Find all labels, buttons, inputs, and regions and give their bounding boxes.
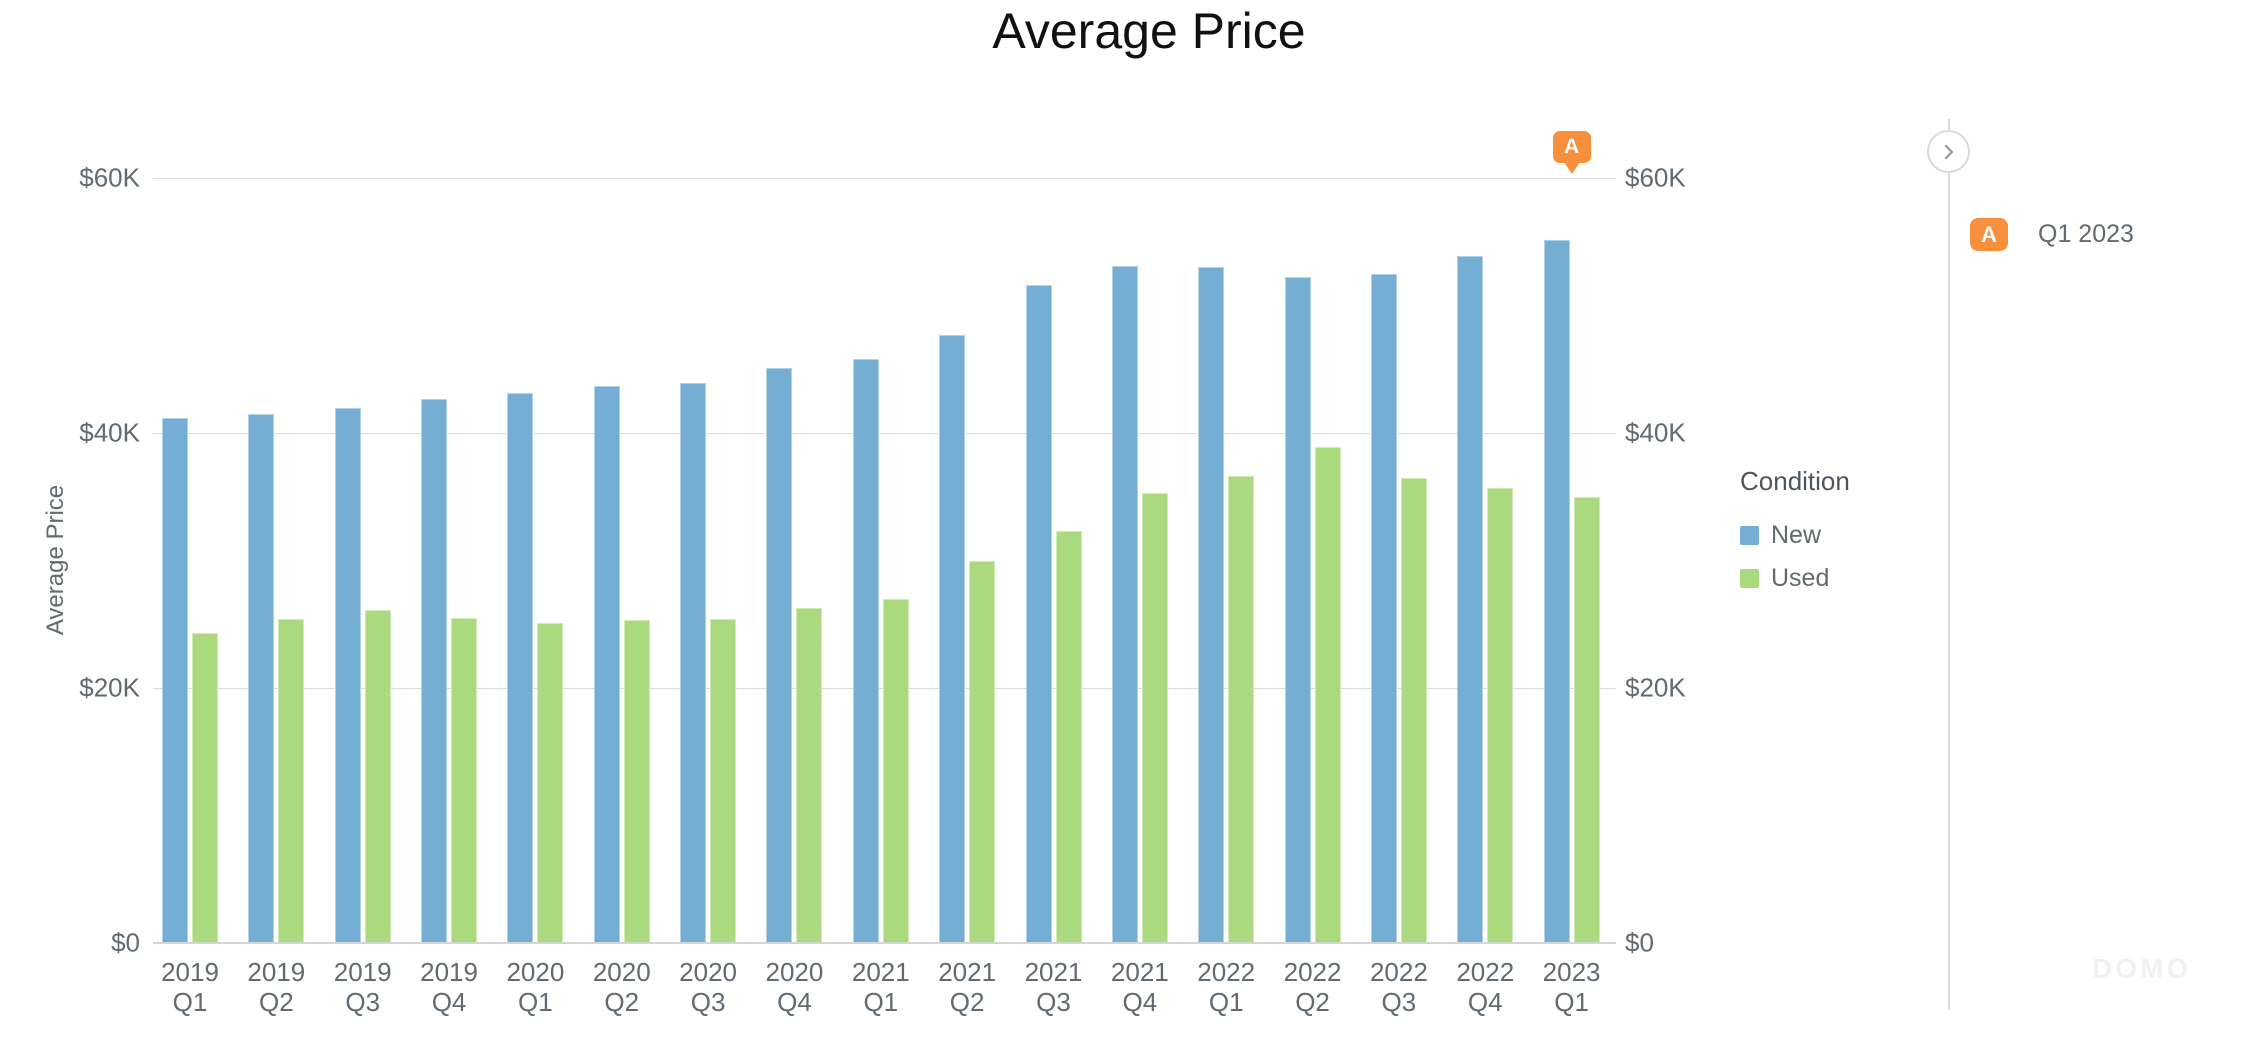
legend-label: Used [1771,564,1830,592]
legend-item-new[interactable]: New [1740,521,1850,550]
bar-new-2021-q3[interactable] [1025,285,1052,943]
bar-new-2019-q4[interactable] [421,398,448,943]
x-tick-label: 2020 Q2 [592,957,651,1017]
bar-used-2020-q2[interactable] [623,620,650,943]
bar-used-2022-q3[interactable] [1400,477,1427,943]
y-tick-label-left: $0 [111,927,140,958]
annotation-label: Q1 2023 [2038,220,2134,248]
x-tick-label: 2020 Q3 [679,957,738,1017]
bar-new-2019-q2[interactable] [248,413,275,943]
x-tick-label: 2023 Q1 [1542,957,1601,1017]
y-tick-label-right: $0 [1625,927,1654,958]
annotation-marker-pointer [1563,162,1580,174]
bar-used-2021-q3[interactable] [1055,531,1082,943]
x-tick-label: 2019 Q3 [333,957,392,1017]
bar-new-2020-q4[interactable] [766,367,793,943]
bar-new-2020-q2[interactable] [593,385,620,943]
bar-used-2021-q4[interactable] [1141,492,1168,943]
x-tick-label: 2021 Q3 [1024,957,1083,1017]
x-tick-label: 2022 Q3 [1369,957,1428,1017]
domo-watermark-logo: DOMO [2092,953,2192,984]
bar-new-2021-q1[interactable] [852,359,879,943]
bar-new-2020-q1[interactable] [507,393,534,943]
bar-used-2023-q1[interactable] [1573,496,1600,943]
bar-new-2020-q3[interactable] [680,383,707,943]
y-tick-label-left: $40K [79,417,140,448]
bar-used-2022-q4[interactable] [1487,487,1514,943]
bar-new-2022-q4[interactable] [1457,255,1484,943]
bar-new-2019-q1[interactable] [162,417,188,943]
y-tick-label-right: $60K [1625,162,1686,193]
x-tick-label: 2020 Q1 [506,957,565,1017]
legend-swatch-new [1740,526,1759,545]
bar-new-2019-q3[interactable] [334,407,361,943]
y-tick-label-right: $20K [1625,672,1686,703]
x-tick-label: 2022 Q1 [1197,957,1256,1017]
bar-new-2021-q2[interactable] [939,334,966,943]
bar-new-2023-q1[interactable] [1543,240,1570,943]
y-tick-label-left: $60K [79,162,140,193]
x-tick-label: 2019 Q4 [420,957,478,1017]
y-tick-label-right: $40K [1625,417,1686,448]
x-tick-label: 2020 Q4 [765,957,824,1017]
bar-used-2019-q2[interactable] [278,619,305,943]
bar-used-2020-q1[interactable] [537,622,564,943]
x-tick-label: 2021 Q4 [1110,957,1169,1017]
bar-used-2022-q1[interactable] [1228,476,1255,943]
bar-new-2022-q3[interactable] [1370,273,1397,943]
legend-items: New Used [1740,521,1850,593]
bar-used-2020-q4[interactable] [796,607,823,943]
annotation-badge-a: A [1970,218,2008,251]
bar-new-2021-q4[interactable] [1111,265,1138,943]
x-tick-label: 2022 Q4 [1456,957,1515,1017]
legend-label: New [1771,521,1822,549]
annotations-panel-divider [1948,119,1950,1010]
bar-used-2020-q3[interactable] [710,619,737,943]
chevron-right-icon [1940,143,1958,161]
legend-title: Condition [1740,466,1850,496]
x-tick-label: 2022 Q2 [1283,957,1342,1017]
y-axis-title: Average Price [42,484,69,636]
x-tick-label: 2021 Q1 [851,957,910,1017]
x-tick-label: 2019 Q2 [247,957,306,1017]
gridline [153,178,1616,179]
bar-used-2019-q4[interactable] [451,617,478,943]
legend-swatch-used [1740,569,1759,588]
annotations-panel-expand-button[interactable] [1927,130,1970,173]
chart-title: Average Price [992,3,1306,59]
bar-used-2022-q2[interactable] [1314,447,1341,943]
bar-used-2021-q1[interactable] [882,598,909,943]
bar-new-2022-q2[interactable] [1284,277,1311,943]
x-tick-label: 2021 Q2 [938,957,997,1017]
legend-item-used[interactable]: Used [1740,564,1850,593]
legend: Condition New Used [1740,466,1850,607]
x-axis-line [153,942,1616,944]
x-tick-label: 2019 Q1 [161,957,219,1017]
y-tick-label-left: $20K [79,672,140,703]
gridline [153,433,1616,434]
bar-new-2022-q1[interactable] [1198,267,1225,943]
annotation-marker-a[interactable]: A [1552,131,1591,174]
annotation-list-item[interactable]: A Q1 2023 [1970,218,2134,251]
bar-used-2019-q1[interactable] [192,633,218,943]
bar-used-2021-q2[interactable] [969,560,996,943]
bar-used-2019-q3[interactable] [364,610,391,943]
